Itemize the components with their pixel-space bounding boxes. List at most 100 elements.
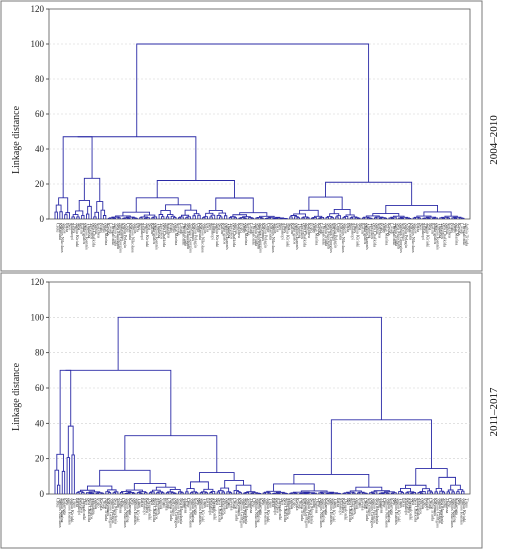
dendrogram-link xyxy=(71,216,75,219)
leaf-label: Aghia xyxy=(234,223,239,234)
leaf-label: Livadi xyxy=(460,223,465,235)
dendrogram-link xyxy=(342,492,346,494)
leaf-label: Kalithea xyxy=(447,223,452,238)
leaf-label: Aghia Triada xyxy=(184,223,189,246)
leaf-label: Thalassa xyxy=(249,498,254,513)
leaf-label: Nea Chalkida xyxy=(92,223,97,247)
leaf-label: Vasilikos xyxy=(440,223,445,239)
leaf-label: Neo xyxy=(457,498,462,506)
dendrogram-link xyxy=(432,217,436,219)
dendrogram-link xyxy=(161,492,165,494)
dendrogram-link xyxy=(151,489,161,492)
dendrogram-link xyxy=(259,215,275,218)
leaf-label: Neo xyxy=(138,223,143,231)
leaf-label: Aghia Pelagia xyxy=(123,223,128,248)
dendrogram-link xyxy=(336,215,342,219)
leaf-label: Tinos xyxy=(72,498,77,508)
leaf-label: Aghia Marina xyxy=(452,498,457,523)
leaf-label: Nea Chalkida xyxy=(443,223,448,247)
dendrogram-link xyxy=(419,491,426,494)
dendrogram-link xyxy=(223,215,228,219)
leaf-label: Kalamata xyxy=(63,498,68,515)
dendrogram-link xyxy=(66,457,70,494)
dendrogram-link xyxy=(165,216,170,219)
leaf-label: Aghia Marina xyxy=(191,498,196,523)
dendrogram-link xyxy=(349,217,354,219)
leaf-label: Porto xyxy=(97,498,102,508)
dendrogram-link xyxy=(81,492,85,494)
dendrogram-link xyxy=(65,212,70,219)
y-tick-label: 80 xyxy=(35,74,45,84)
leaf-label: Aghia Triada xyxy=(169,498,174,521)
leaf-label: Nea xyxy=(280,498,285,505)
leaf-label: Crete xyxy=(406,223,411,233)
leaf-label: Nea Moudania xyxy=(186,223,191,249)
leaf-label: Livadi xyxy=(389,223,394,235)
dendrogram-link xyxy=(255,217,259,219)
dendrogram-link xyxy=(228,492,233,494)
leaf-label: Thalassa xyxy=(118,498,123,513)
leaf-label: Patra xyxy=(336,498,341,507)
leaf-label: Aghios Georgios xyxy=(259,223,264,253)
leaf-label: Aghios Nikolaos xyxy=(130,223,135,253)
leaf-label: Aghia Pelagia xyxy=(176,498,181,523)
dendrogram-link xyxy=(170,215,176,219)
leaf-label: Crete xyxy=(126,223,131,233)
leaf-label: Vathy xyxy=(312,498,317,509)
leaf-label: Vasilikos xyxy=(300,223,305,239)
dendrogram-link xyxy=(83,177,101,202)
leaf-label: Aghia Kiriaki xyxy=(201,498,206,523)
leaf-label: Crete xyxy=(317,498,322,508)
leaf-label: Kalymnos xyxy=(191,223,196,241)
dendrogram-link xyxy=(107,489,117,492)
leaf-label: Aghios Georgios xyxy=(305,498,310,528)
dendrogram-link xyxy=(233,490,239,494)
dendrogram-link xyxy=(144,492,148,494)
leaf-label: Kalymnos xyxy=(121,223,126,241)
leaf-label: Patra xyxy=(65,223,70,232)
leaf-label: Porto xyxy=(293,498,298,508)
dendrogram-link xyxy=(300,490,328,493)
leaf-label: Vathy xyxy=(172,223,177,234)
dendrogram-link xyxy=(127,217,131,219)
dendrogram-link xyxy=(405,484,427,489)
leaf-label: Nea Moudania xyxy=(179,498,184,524)
leaf-label: Aghia xyxy=(290,498,295,509)
dendrogram-link xyxy=(169,489,181,492)
leaf-label: Nea Chalkida xyxy=(372,223,377,247)
dendrogram-link xyxy=(77,136,197,181)
leaf-label: Aghios Ioannis xyxy=(329,498,334,525)
dendrogram-link xyxy=(345,214,355,217)
leaf-label: Malakopi xyxy=(404,498,409,516)
leaf-label: Nea Chalkida xyxy=(162,223,167,247)
leaf-label: Kavala xyxy=(99,498,104,510)
leaf-label: Thessaloniki xyxy=(409,498,414,521)
y-axis-ticks: 0 20 40 60 80 100 120 xyxy=(31,277,49,499)
dendrogram-link xyxy=(238,492,242,494)
y-tick-label: 40 xyxy=(35,418,45,428)
dendrogram-link xyxy=(136,43,370,183)
leaf-label: Nea xyxy=(346,498,351,505)
dendrogram-link xyxy=(112,217,116,219)
leaf-label: Vasilikos xyxy=(92,498,97,514)
leaf-label: Malakopi xyxy=(273,498,278,516)
leaf-label: Makrigialos xyxy=(293,223,298,245)
leaf-label: Aghia Kiriaki xyxy=(397,498,402,523)
y-tick-label: 20 xyxy=(35,454,45,464)
period-label: 2004–2010 xyxy=(488,115,500,165)
leaf-label: Vathy xyxy=(382,223,387,234)
dendrogram-link xyxy=(272,492,276,494)
leaf-label: Vasilikos xyxy=(230,223,235,239)
leaf-label: Kalamata xyxy=(259,498,264,515)
leaf-label: Livadi xyxy=(101,498,106,510)
leaf-label: Kalithea xyxy=(341,498,346,513)
dendrogram-panel-2004-2010: 0 20 40 60 80 100 120 Linkage distance 2004–20… xyxy=(11,4,500,253)
dendrogram-link xyxy=(349,490,362,493)
y-tick-label: 120 xyxy=(31,277,45,287)
leaf-label: Makrigialos xyxy=(155,498,160,520)
dendrogram-link xyxy=(144,217,148,219)
leaf-label: Aghios Georgios xyxy=(370,498,375,528)
dendrogram-link xyxy=(59,211,63,219)
dendrogram-link xyxy=(361,217,366,219)
